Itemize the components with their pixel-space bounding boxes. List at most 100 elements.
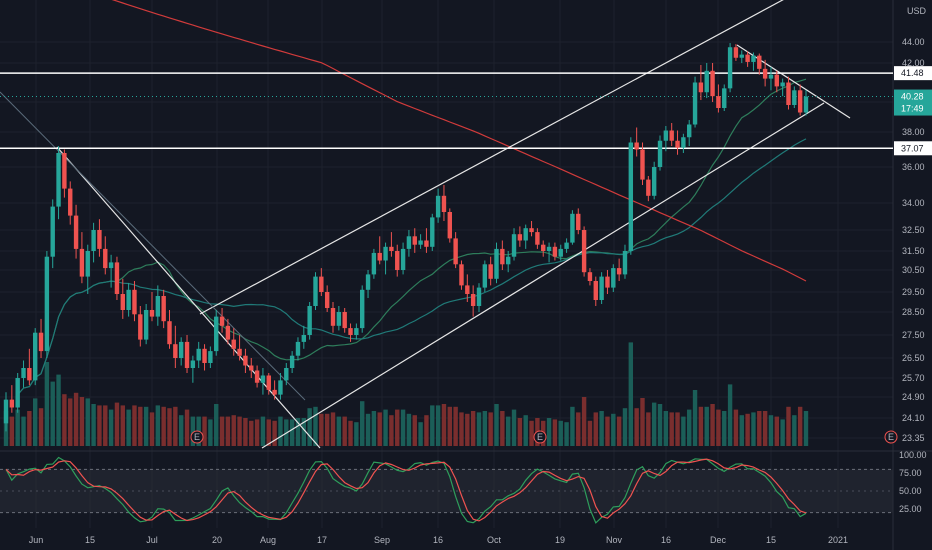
candlestick [529,221,534,237]
currency-label: USD [907,6,927,16]
price-axis[interactable]: 44.0042.0040.0038.0036.0034.0032.5031.50… [902,37,925,443]
candle-body [722,88,727,108]
candle-body [190,360,196,368]
time-axis[interactable]: Jun 15 Jul 20 Aug 17 Sep 16 Oct 19 Nov 16 Dec 15 2021 [29,535,848,545]
volume-bar [237,416,242,446]
candlestick [103,236,108,275]
wedge-top-line[interactable] [736,44,851,119]
volume-bar [470,411,476,446]
volume-bar [611,413,616,446]
volume-bar [400,409,406,446]
volume-bar [354,422,359,446]
moving-averages [17,0,807,395]
candle-body [301,335,307,342]
candle-body [62,153,67,189]
earnings-marker-circle [884,430,898,444]
candlestick [342,308,347,333]
volume-bar [441,404,447,446]
candlestick [535,228,540,249]
volume-bar [482,411,488,446]
level-price-tag [894,66,932,81]
time-tick-label: 16 [433,535,443,545]
candle-body [249,365,254,371]
candle-body [535,232,540,245]
candle-body [313,276,318,306]
volume-bar [336,416,342,446]
candle-body [214,316,219,352]
candle-body [704,70,709,93]
candlestick [447,208,452,243]
thin-trend-line[interactable] [0,91,306,401]
volume-bar [97,405,102,446]
channel-upper-line[interactable] [199,0,790,315]
volume-bar [669,412,674,446]
candlestick [289,351,295,373]
time-tick-label: Sep [374,535,390,545]
candlestick [657,135,663,171]
candlestick [225,318,231,345]
price-tick-label: 42.00 [902,58,925,68]
candle-body [430,217,435,247]
candlestick [774,70,780,93]
candle-body [208,351,213,363]
candlesticks [3,43,809,432]
time-tick-label: Dec [710,535,727,545]
candlestick [231,328,236,356]
candlestick [768,66,774,91]
volume-bar [797,406,803,446]
candle-body [138,314,143,340]
candle-body [435,195,441,218]
candle-body [412,236,417,245]
volume-bar [324,413,330,446]
channel-lower-line[interactable] [261,102,825,449]
candlestick [120,278,125,319]
price-tick-label: 32.50 [902,225,925,235]
candle-body [365,274,371,290]
candle-body [202,348,207,363]
volume-bar [406,413,412,446]
candlestick [803,90,809,116]
stochastic-tick-label: 25.00 [899,504,922,514]
level-price-tag-label: 37.07 [901,143,924,153]
candlestick [254,365,260,388]
candle-body [505,256,511,265]
candlestick [558,244,563,261]
candlestick [500,240,505,270]
candle-body [558,248,563,257]
candlestick [424,228,429,253]
candle-body [739,54,744,58]
volume-bar [27,411,32,446]
volume-bar [272,420,277,446]
volume-bar [214,404,219,446]
candlestick [762,59,768,87]
volume-bar [301,418,307,446]
volume-bar [68,398,73,446]
downtrend-line-summer[interactable] [56,146,321,449]
candle-body [44,256,50,352]
time-tick-label: Jul [146,535,158,545]
candlestick [243,348,248,373]
candle-body [511,234,517,257]
candlestick [272,380,277,400]
candlestick [219,308,225,333]
volume-bar [149,412,155,446]
candle-body [488,264,493,279]
candle-body [289,355,295,368]
price-tick-label: 24.10 [902,413,925,423]
candlestick [505,251,511,273]
candlestick [190,355,196,383]
candlestick [38,318,44,358]
volume-bar [762,411,768,446]
candle-body [91,230,96,251]
volume-bar [593,412,598,446]
candle-body [132,289,137,315]
volume-bar [459,412,464,446]
candle-body [237,348,242,356]
candlestick [552,242,558,261]
candle-body [196,348,201,361]
candlestick [143,304,149,345]
candle-body [284,368,289,381]
candlestick [581,226,587,277]
